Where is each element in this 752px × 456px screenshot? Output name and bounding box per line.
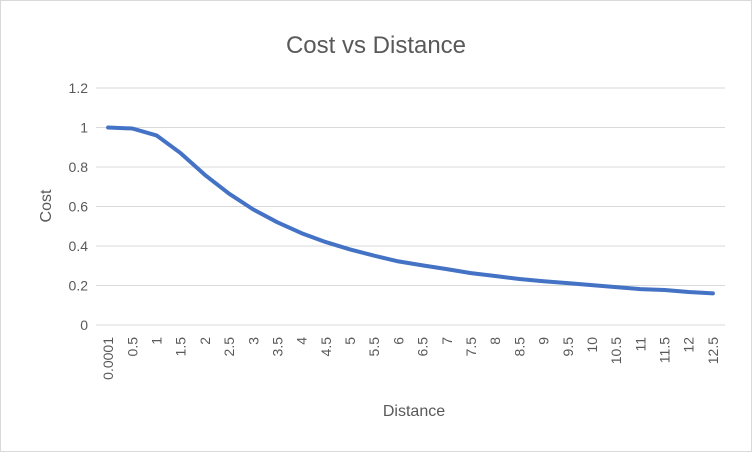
x-tick-label: 11.5	[657, 337, 673, 363]
data-point	[591, 284, 593, 286]
data-point	[422, 264, 424, 266]
data-point	[204, 174, 206, 176]
y-axis-title: Cost	[38, 189, 55, 222]
x-tick-label: 3	[245, 337, 261, 345]
data-point	[664, 289, 666, 291]
x-axis-title: Distance	[383, 403, 445, 420]
y-tick-label: 0.6	[69, 199, 89, 215]
x-tick-label: 10.5	[608, 337, 624, 364]
x-tick-label: 12.5	[705, 337, 721, 364]
series-group	[106, 125, 715, 296]
x-tick-label: 6.5	[415, 337, 431, 357]
data-point	[494, 275, 496, 277]
x-tick-label: 8	[487, 337, 503, 345]
chart-title: Cost vs Distance	[286, 32, 466, 59]
x-tick-label: 9	[536, 337, 552, 345]
data-point	[567, 282, 569, 284]
data-point	[615, 286, 617, 288]
x-tick-label: 10	[584, 337, 600, 353]
x-tick-label: 5	[342, 337, 358, 345]
x-tick-label: 2.5	[221, 337, 237, 357]
x-tick-label: 11	[632, 337, 648, 352]
y-tick-label: 1	[80, 120, 88, 136]
data-point	[107, 127, 109, 128]
data-point	[325, 241, 327, 243]
data-point	[688, 291, 690, 293]
x-tick-label: 7.5	[463, 337, 479, 357]
data-point	[397, 260, 399, 262]
y-tick-label: 1.2	[69, 80, 89, 96]
data-point	[228, 193, 230, 195]
x-tick-label: 3.5	[269, 337, 285, 357]
data-point	[131, 127, 133, 129]
data-point	[180, 152, 182, 154]
x-tick-label: 1	[148, 337, 164, 345]
x-tick-label: 2	[197, 337, 213, 345]
series-line	[106, 125, 715, 296]
x-axis-ticks: 0.0001 0.5 1 1.5 2 2.5 3 3.5 4 4.5 5 5.5 6 6.5 7 7.5 8 8.…	[100, 337, 721, 380]
data-point	[349, 248, 351, 250]
data-point	[276, 221, 278, 223]
y-axis-ticks: 0 0.2 0.4 0.6 0.8 1 1.2	[69, 80, 89, 333]
x-tick-label: 4	[294, 337, 310, 345]
data-point	[518, 278, 520, 280]
x-tick-label: 1.5	[173, 337, 189, 357]
x-tick-label: 8.5	[511, 337, 527, 357]
y-tick-label: 0	[80, 317, 88, 333]
data-point	[712, 292, 714, 294]
x-tick-label: 0.5	[124, 337, 140, 357]
gridlines	[96, 87, 725, 326]
y-tick-label: 0.4	[69, 238, 89, 254]
y-tick-label: 0.2	[69, 278, 89, 294]
data-point	[252, 208, 254, 210]
x-tick-label: 9.5	[560, 337, 576, 357]
y-tick-label: 0.8	[69, 159, 89, 175]
x-tick-label: 6	[390, 337, 406, 345]
data-point	[543, 280, 545, 282]
x-tick-label: 0.0001	[100, 337, 116, 380]
x-tick-label: 12	[681, 337, 697, 353]
data-point	[373, 255, 375, 257]
data-point	[301, 232, 303, 234]
data-point	[446, 268, 448, 270]
data-point	[470, 272, 472, 274]
data-point	[155, 134, 157, 136]
x-tick-label: 4.5	[318, 337, 334, 357]
x-tick-label: 5.5	[366, 337, 382, 357]
x-tick-label: 7	[439, 337, 455, 345]
data-point	[639, 288, 641, 290]
